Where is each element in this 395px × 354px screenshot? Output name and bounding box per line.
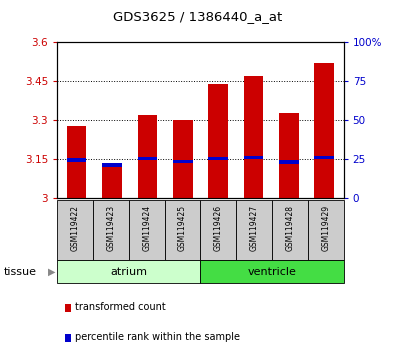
Text: percentile rank within the sample: percentile rank within the sample — [75, 332, 240, 342]
Text: tissue: tissue — [4, 267, 37, 277]
Bar — [67, 158, 87, 161]
Bar — [244, 156, 263, 159]
Bar — [279, 113, 299, 198]
Text: GSM119428: GSM119428 — [286, 205, 294, 251]
Bar — [93, 200, 129, 260]
Bar — [102, 163, 122, 167]
Text: GSM119426: GSM119426 — [214, 205, 223, 251]
Bar — [236, 200, 272, 260]
Text: ventricle: ventricle — [248, 267, 297, 277]
Text: GDS3625 / 1386440_a_at: GDS3625 / 1386440_a_at — [113, 10, 282, 23]
Text: GSM119429: GSM119429 — [321, 205, 330, 251]
Bar — [279, 160, 299, 164]
Bar — [173, 120, 192, 198]
Bar — [138, 115, 157, 198]
Text: atrium: atrium — [110, 267, 147, 277]
Bar — [201, 260, 344, 283]
Bar — [209, 84, 228, 198]
Text: GSM119422: GSM119422 — [71, 205, 80, 251]
Text: GSM119427: GSM119427 — [250, 205, 259, 251]
Bar — [57, 260, 201, 283]
Bar — [138, 157, 157, 160]
Bar — [201, 200, 236, 260]
Text: ▶: ▶ — [48, 267, 55, 277]
Bar — [102, 165, 122, 198]
Text: GSM119423: GSM119423 — [107, 205, 115, 251]
Text: GSM119424: GSM119424 — [142, 205, 151, 251]
Bar — [165, 200, 201, 260]
Bar — [209, 157, 228, 160]
Bar — [129, 200, 165, 260]
Bar — [244, 76, 263, 198]
Text: GSM119425: GSM119425 — [178, 205, 187, 251]
Bar — [173, 160, 192, 163]
Text: transformed count: transformed count — [75, 302, 166, 312]
Bar — [272, 200, 308, 260]
Bar — [314, 155, 334, 159]
Bar — [314, 63, 334, 198]
Bar — [57, 200, 93, 260]
Bar — [67, 126, 87, 198]
Bar — [308, 200, 344, 260]
